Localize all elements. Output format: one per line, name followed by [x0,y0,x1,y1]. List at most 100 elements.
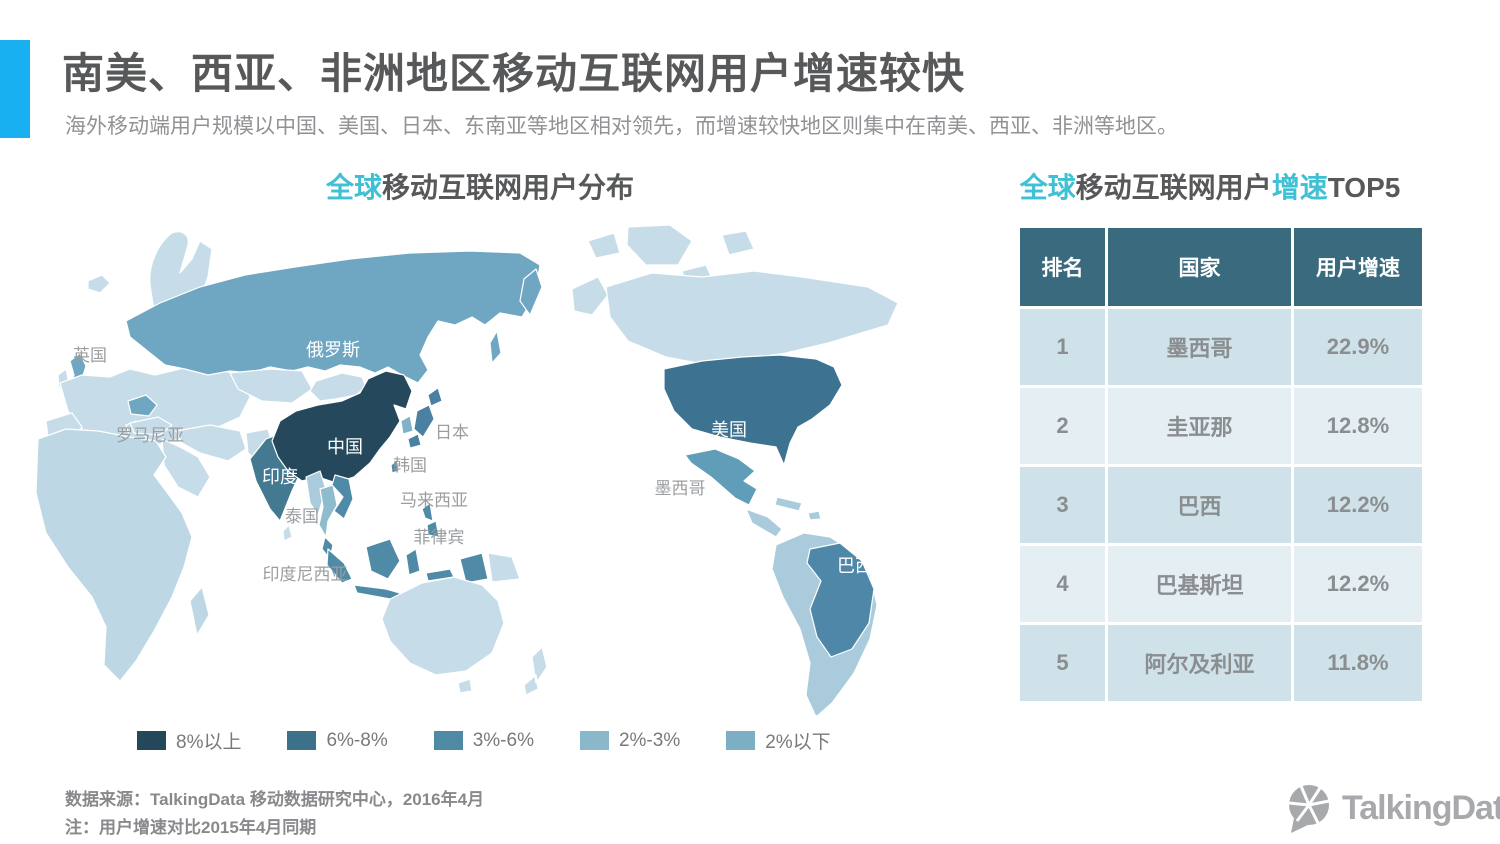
region-alaska [571,276,609,316]
country-usa [663,354,843,466]
map-label-china: 中国 [327,437,363,457]
island-tasmania [457,678,473,694]
island-borneo [365,538,401,580]
island-taiwan [390,459,400,474]
region-arabia [161,438,211,498]
map-title-highlight: 全球 [325,172,382,203]
map-label-japan: 日本 [435,423,469,442]
table-cell-country: 阿尔及利亚 [1108,625,1291,701]
legend-item: 2%以下 [726,727,831,754]
continent-africa [35,428,193,682]
footer: 数据来源：TalkingData 移动数据研究中心，2016年4月 注：用户增速… [65,786,484,842]
region-kamchatka [519,268,543,316]
map-label-brazil: 巴西 [837,556,873,576]
table-cell-rank: 5 [1020,625,1105,701]
table-cell-country: 巴西 [1108,467,1291,543]
table-cell-country: 巴基斯坦 [1108,546,1291,622]
legend-label: 2%-3% [618,729,681,751]
legend-item: 6%-8% [287,729,388,752]
legend-item: 3%-6% [433,729,534,752]
map-title-rest: 移动互联网用户分布 [382,172,635,203]
region-central-america [745,508,783,538]
map-section-title: 全球移动互联网用户分布 [30,166,930,206]
country-mexico [684,448,758,506]
country-thailand [318,484,338,538]
legend-swatch [579,731,609,750]
table-title-rest-2: TOP5 [1327,172,1401,203]
table-cell-growth: 22.9% [1294,309,1422,385]
map-label-uk: 英国 [73,346,107,365]
growth-table: 排名 国家 用户增速 1 墨西哥 22.9% 2 圭亚那 12.8% 3 巴西 … [1020,228,1422,701]
country-new-zealand [523,646,548,696]
table-title-highlight-2: 增速 [1271,172,1328,203]
map-label-india: 印度 [262,467,298,487]
table-header-rank: 排名 [1020,228,1105,306]
country-korea [400,415,414,435]
world-map: 英国 俄罗斯 罗马尼亚 中国 印度 日本 韩国 马来西亚 泰国 菲律宾 印度尼西… [30,225,960,715]
map-legend: 8%以上 6%-8% 3%-6% 2%-3% 2%以下 [137,727,877,754]
legend-label: 6%-8% [326,729,388,751]
world-map-svg: 英国 俄罗斯 罗马尼亚 中国 印度 日本 韩国 马来西亚 泰国 菲律宾 印度尼西… [35,225,899,715]
island-kyushu [407,433,422,449]
map-label-usa: 美国 [711,420,747,440]
talkingdata-logo-text: TalkingData [1342,788,1500,827]
page-subtitle: 海外移动端用户规模以中国、美国、日本、东南亚等地区相对领先，而增速较快地区则集中… [65,115,1178,138]
legend-swatch [137,731,166,750]
table-title-highlight-1: 全球 [1019,172,1076,203]
map-label-malaysia: 马来西亚 [400,491,468,510]
island-honshu [413,404,435,438]
legend-label: 8%以上 [176,732,242,753]
table-cell-country: 圭亚那 [1108,388,1291,464]
region-sakhalin [489,330,502,364]
map-label-russia: 俄罗斯 [306,340,360,360]
island-mindanao [426,520,440,538]
map-label-thailand: 泰国 [285,507,319,526]
legend-item: 8%以上 [137,727,241,754]
table-cell-growth: 12.8% [1294,388,1422,464]
talkingdata-logo-icon [1288,785,1330,833]
map-label-korea: 韩国 [393,456,427,475]
region-central-asia [229,368,313,404]
map-label-philippines: 菲律宾 [414,528,465,547]
country-romania [127,394,158,417]
island-hokkaido [427,387,443,407]
island-sulawesi [405,548,421,576]
country-canada [605,270,899,366]
map-label-romania: 罗马尼亚 [116,426,184,445]
talkingdata-logo: TalkingData [1284,782,1500,834]
island-hispaniola [807,510,822,521]
continent-australia [381,576,505,676]
region-west-papua [459,552,489,584]
table-section-title: 全球移动互联网用户增速TOP5 [970,166,1450,206]
accent-bar [0,40,30,138]
table-cell-growth: 12.2% [1294,467,1422,543]
page-title: 南美、西亚、非洲地区移动互联网用户增速较快 [62,50,966,97]
country-turkey [129,416,173,436]
country-madagascar [189,586,210,636]
country-sri-lanka [282,524,293,542]
country-vietnam [331,474,354,520]
legend-label: 2%以下 [765,732,831,753]
country-png [487,552,521,583]
country-greenland [626,225,693,266]
country-russia [125,250,541,384]
legend-swatch [726,731,756,750]
map-label-indonesia: 印度尼西亚 [263,565,348,584]
legend-swatch [287,731,317,750]
table-cell-growth: 11.8% [1294,625,1422,701]
table-cell-growth: 12.2% [1294,546,1422,622]
legend-label: 3%-6% [472,729,534,751]
table-cell-rank: 4 [1020,546,1105,622]
country-brazil [806,542,875,658]
footer-source: 数据来源：TalkingData 移动数据研究中心，2016年4月 [65,790,485,809]
country-iceland [87,274,111,294]
country-iran [175,424,247,462]
island-sumatra [326,548,353,584]
table-cell-rank: 2 [1020,388,1105,464]
map-label-mexico: 墨西哥 [655,479,706,498]
table-cell-country: 墨西哥 [1108,309,1291,385]
table-header-country: 国家 [1108,228,1291,306]
table-header-growth: 用户增速 [1294,228,1422,306]
legend-swatch [433,731,463,750]
